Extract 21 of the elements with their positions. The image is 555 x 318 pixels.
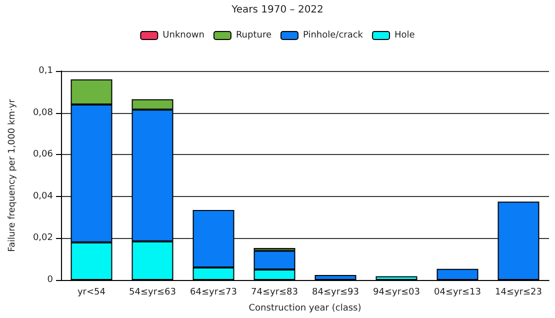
y-tick-label: 0,1 — [38, 66, 53, 76]
legend-label: Rupture — [236, 30, 272, 40]
x-axis-title: Construction year (class) — [248, 304, 362, 314]
y-tick-label: 0,02 — [32, 233, 53, 244]
legend-label: Hole — [394, 30, 416, 40]
y-axis-title: Failure frequency per 1,000 km·yr — [8, 98, 18, 252]
y-tick-label: 0,06 — [32, 150, 54, 160]
chart-title: Years 1970 – 2022 — [230, 4, 324, 16]
legend-label: Unknown — [162, 30, 204, 40]
x-tick-label: 94≤yr≤03 — [372, 288, 420, 298]
x-tick-label: 84≤yr≤93 — [312, 288, 360, 298]
y-tick-label: 0 — [47, 275, 54, 285]
x-tick-label: 04≤yr≤13 — [434, 288, 482, 298]
y-tick-label: 0,04 — [32, 191, 54, 202]
legend-label: Pinhole/crack — [302, 30, 364, 40]
x-tick-label: 74≤yr≤83 — [250, 288, 298, 298]
x-tick-label: 64≤yr≤73 — [190, 288, 238, 298]
x-tick-label: 14≤yr≤23 — [494, 288, 542, 298]
x-tick-label: 54≤yr≤63 — [128, 288, 176, 298]
y-tick-label: 0,08 — [32, 108, 54, 118]
x-tick-label: yr<54 — [77, 288, 106, 298]
